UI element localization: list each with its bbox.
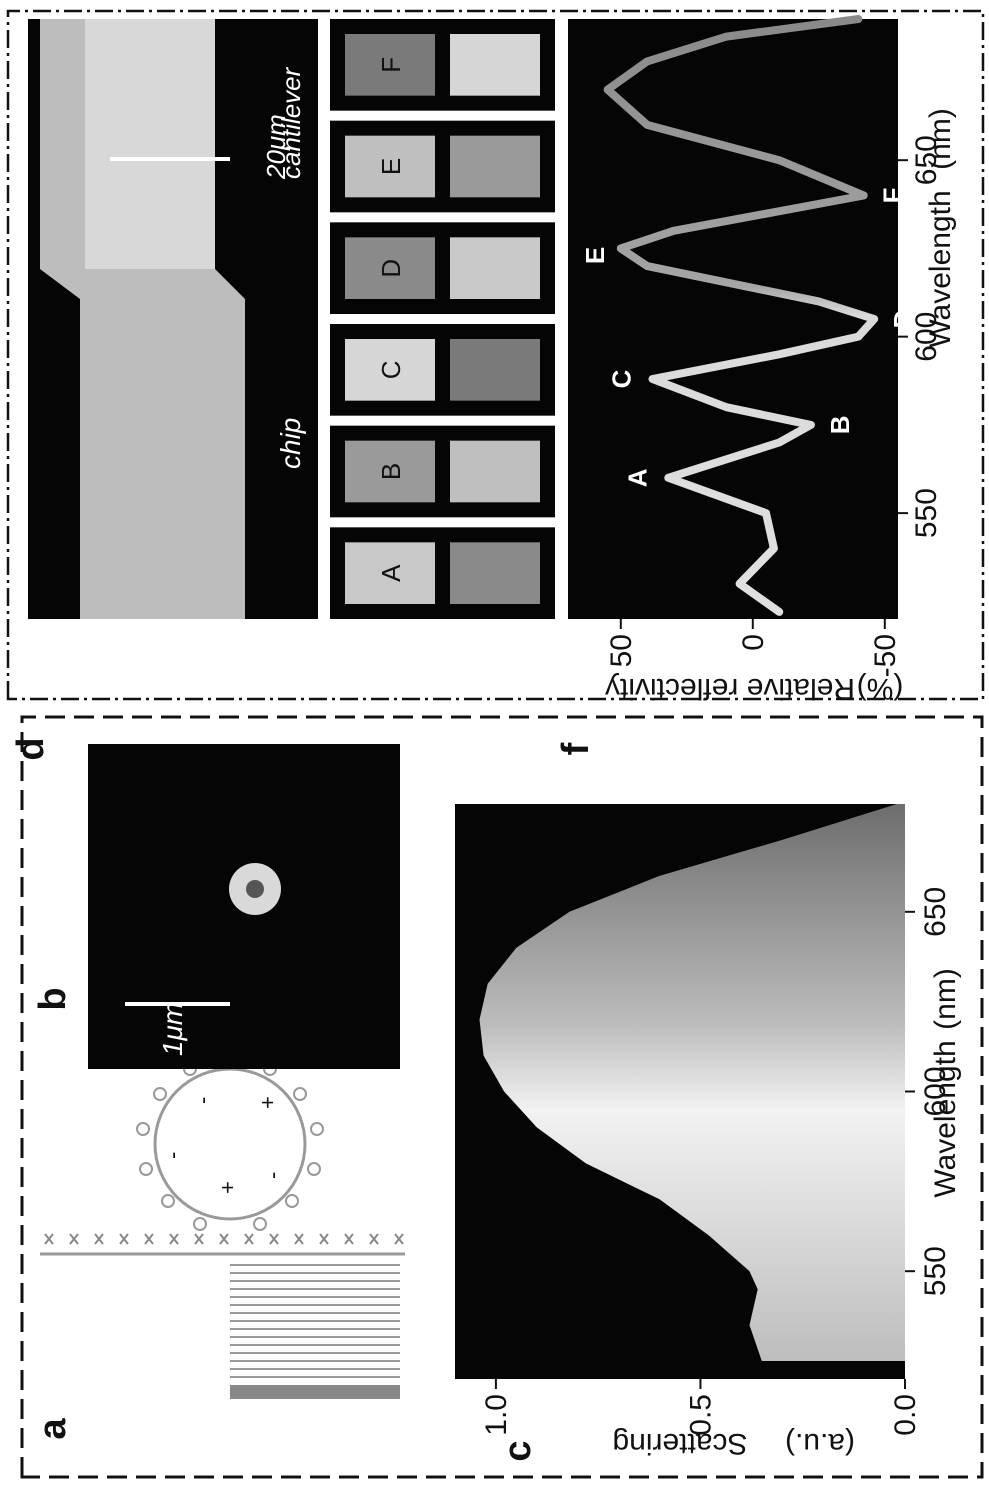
panel-label-d: d	[10, 737, 52, 760]
panel-b-image: 1μm	[88, 744, 400, 1069]
tile-swatch	[450, 441, 540, 503]
panel-label-b: b	[32, 987, 74, 1010]
chart-f-ytick-label: 0	[737, 634, 770, 651]
panel-label-c: c	[497, 1440, 539, 1461]
chart-c-xunit: (nm)	[929, 968, 962, 1030]
charge-5: -	[260, 1172, 285, 1179]
tile-label: A	[376, 564, 406, 582]
chart-f-xtick-label: 550	[910, 488, 943, 538]
chart-f-annotation: A	[622, 468, 652, 487]
tile-swatch	[450, 237, 540, 299]
tile-swatch	[450, 34, 540, 96]
cantilever-label: cantilever	[276, 66, 306, 179]
chip-label: chip	[275, 418, 306, 469]
chart-f-plot-area	[568, 19, 898, 619]
chart-f-annotation: C	[606, 369, 636, 388]
tile-swatch	[450, 339, 540, 401]
tile-swatch	[450, 542, 540, 604]
chart-f-annotation: E	[580, 247, 610, 264]
chart-c-xlabel: Wavelength	[929, 1040, 962, 1197]
chart-c-xtick-label: 550	[919, 1246, 952, 1296]
tile-label: E	[376, 158, 406, 175]
chart-f-ytick-label: 50	[605, 634, 638, 667]
tile-swatch	[450, 136, 540, 198]
chart-c-xtick-label: 650	[919, 887, 952, 937]
scalebar-b-label: 1μm	[157, 1002, 188, 1056]
tile-label: C	[376, 360, 406, 379]
surface-ligands	[45, 1234, 403, 1244]
chart-c-ylabel: Scattering	[612, 1427, 747, 1460]
chart-c-yunit: (a.u.)	[785, 1427, 855, 1460]
panel-label-f: f	[555, 742, 597, 755]
panel-label-a: a	[32, 1418, 74, 1440]
tile-label: D	[376, 259, 406, 278]
chart-c-ytick-label: 0.5	[684, 1394, 717, 1436]
chart-c-ytick-label: 0.0	[889, 1394, 922, 1436]
tile-label: F	[376, 57, 406, 73]
substrate-layers	[230, 1265, 400, 1399]
nanoparticle	[155, 1069, 305, 1219]
chart-f-annotation: F	[878, 188, 908, 204]
charge-3: +	[215, 1181, 240, 1194]
charge-2: -	[190, 1097, 215, 1104]
chart-f-ytick-label: -50	[869, 634, 902, 677]
chart-c: Wavelength (nm) Scattering 550 600 650 0.0 0…	[455, 804, 962, 1460]
chart-f-xtick-label: 600	[910, 312, 943, 362]
chart-f-xtick-label: 650	[910, 135, 943, 185]
charge-4: +	[255, 1096, 280, 1109]
charge-1: -	[160, 1152, 185, 1159]
particle-ligands	[137, 1053, 323, 1230]
panel-d-image: 20μm chip cantilever	[28, 19, 318, 619]
chart-f: ABCDEF Wavelength (nm) Relative reflecti…	[568, 19, 957, 705]
panel-a-schematic: - - + + -	[40, 1053, 405, 1399]
panel-e-tiles: A B C D E F	[330, 19, 555, 619]
cantilever-surface	[85, 19, 215, 269]
chart-f-ylabel: Relative reflectivity	[605, 672, 855, 705]
chart-c-ytick-label: 1.0	[480, 1394, 513, 1436]
chart-c-xtick-label: 600	[919, 1066, 952, 1116]
chart-f-annotation: B	[825, 415, 855, 434]
chart-f-yunit: (%)	[857, 672, 904, 705]
tile-label: B	[376, 463, 406, 480]
